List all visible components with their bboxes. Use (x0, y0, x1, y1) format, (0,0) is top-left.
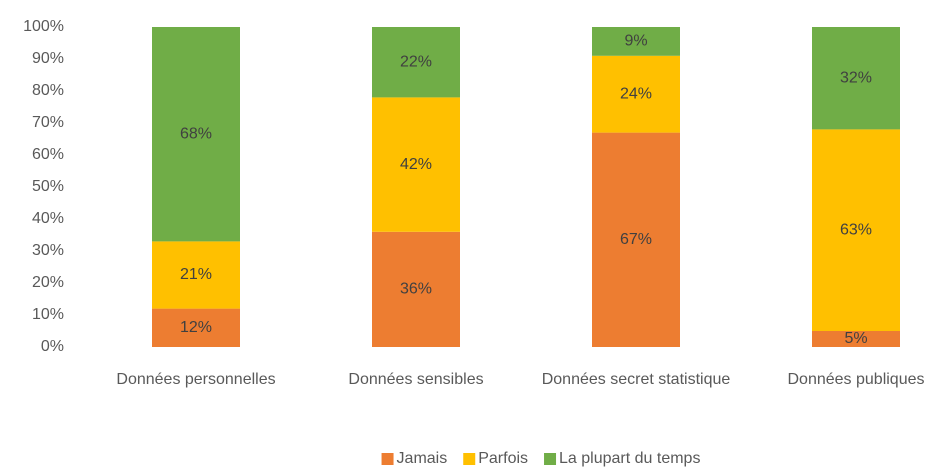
bar-segment (592, 55, 680, 133)
legend-swatch (463, 453, 476, 465)
value-label: 63% (840, 221, 872, 238)
y-tick-label: 30% (32, 242, 64, 259)
value-label: 9% (624, 33, 647, 50)
y-tick-label: 40% (32, 210, 64, 227)
x-tick-label: Données personnelles (116, 371, 275, 388)
legend-swatch (544, 453, 557, 465)
x-tick-label: Données publiques (788, 371, 925, 388)
x-tick-label: Données secret statistique (542, 371, 731, 388)
y-tick-label: 0% (41, 338, 64, 355)
bar-segment (812, 129, 900, 331)
value-label: 36% (400, 281, 432, 298)
value-label: 21% (180, 266, 212, 283)
y-tick-label: 50% (32, 178, 64, 195)
legend-item: La plupart du temps (544, 450, 700, 467)
y-tick-label: 100% (23, 18, 64, 35)
bar-segment (812, 27, 900, 130)
value-label: 68% (180, 125, 212, 142)
legend-swatch (381, 453, 394, 465)
y-tick-label: 70% (32, 114, 64, 131)
bar-segment (372, 27, 460, 98)
y-tick-label: 60% (32, 146, 64, 163)
legend-item: Parfois (463, 450, 528, 467)
value-label: 67% (620, 231, 652, 248)
plot-area (152, 27, 900, 347)
y-tick-label: 10% (32, 306, 64, 323)
bar-segment (592, 132, 680, 347)
bar-segment (812, 331, 900, 347)
y-tick-label: 80% (32, 82, 64, 99)
legend-label: La plupart du temps (559, 450, 700, 467)
value-label: 42% (400, 156, 432, 173)
bar-segment (372, 97, 460, 232)
bar-segment (152, 241, 240, 309)
bar-segment (152, 308, 240, 347)
legend-item: Jamais (381, 450, 448, 467)
value-label: 5% (844, 330, 867, 347)
bar-segment (372, 231, 460, 347)
legend-label: Jamais (397, 450, 448, 467)
bar-segment (152, 27, 240, 242)
y-tick-label: 20% (32, 274, 64, 291)
value-label: 32% (840, 69, 872, 86)
value-label: 12% (180, 319, 212, 336)
y-tick-label: 90% (32, 50, 64, 67)
legend-label: Parfois (478, 450, 528, 467)
bar-segment (592, 27, 680, 56)
value-label: 24% (620, 85, 652, 102)
x-tick-label: Données sensibles (348, 371, 483, 388)
value-label: 22% (400, 53, 432, 70)
